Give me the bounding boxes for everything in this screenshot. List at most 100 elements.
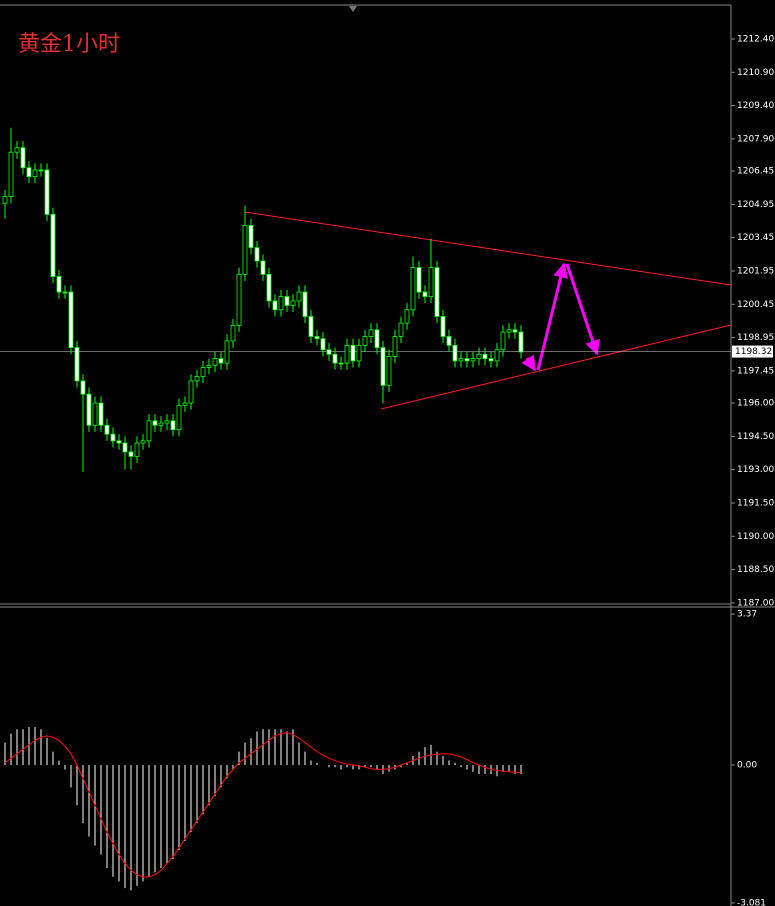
candle-body [86,393,92,426]
candle-body [404,309,410,324]
candle-body [506,329,512,333]
candle-body [200,367,206,377]
candle-body [290,300,296,306]
candle-body [422,291,428,297]
candle-body [320,338,326,351]
candle-body [32,169,38,178]
arrow [521,354,537,372]
candle-body [476,353,482,360]
candle-body [182,402,188,406]
candle-body [212,358,218,366]
candle-body [80,380,86,395]
candle-body [470,358,476,362]
candle-body [452,344,458,362]
y-tick-label: 1200.45 [737,300,774,310]
candle-body [374,329,380,348]
candle-body [242,225,248,275]
candle-body [386,356,392,386]
candle-body [368,329,374,337]
candle-body [8,151,14,198]
candle-body [278,296,284,311]
y-tick-label: 1188.50 [737,565,774,575]
candle-body [122,442,128,453]
y-tick-label: 1198.95 [737,333,774,343]
candle-body [440,316,446,337]
candle-body [164,420,170,424]
candle-body [428,267,434,297]
candle-body [158,422,164,426]
candle-body [296,291,302,302]
candle-body [272,300,278,311]
candle-body [362,336,368,346]
price-label: 1198.32 [735,347,772,357]
y-tick-label: 1191.50 [737,498,774,508]
candle-body [74,347,80,382]
candle-body [56,276,62,293]
candle-body [20,147,26,169]
candle-body [176,404,182,431]
candle-body [458,358,464,362]
candle-body [446,336,452,346]
candle-body [314,336,320,340]
candle-body [128,451,134,457]
candle-body [146,420,152,442]
candle-body [62,291,68,294]
candle-body [98,402,104,426]
candle-body [248,225,254,249]
candle-body [332,353,338,364]
candle-body [26,167,32,178]
candle-body [260,260,266,275]
arrow [565,263,600,356]
y-tick-label: 1190.00 [737,532,774,542]
candle-body [410,267,416,311]
candle-body [188,380,194,404]
y-tick-label: 1193.00 [737,465,774,475]
y-tick-label: 3.37 [737,610,757,620]
candle-body [140,440,146,444]
candle-body [284,296,290,306]
candle-body [344,344,350,364]
candle-body [218,358,224,364]
candle-body [338,362,344,365]
candle-body [44,169,50,215]
y-tick-label: 0.00 [737,761,757,771]
candle-body [206,364,212,368]
candle-body [500,331,506,351]
trend-line [244,211,732,286]
y-tick-label: 1206.45 [737,167,774,177]
y-tick-label: 1212.40 [737,34,774,44]
y-tick-label: -3.081 [737,898,766,906]
scroll-marker [349,6,357,12]
candle-body [518,331,524,353]
candle-body [170,420,176,431]
candle-body [416,267,422,293]
candle-body [488,358,494,362]
arrow [536,262,569,371]
candle-body [50,213,56,277]
candle-body [350,344,356,362]
candle-body [152,420,158,426]
candle-body [194,376,200,382]
candle-body [482,353,488,360]
y-tick-label: 1207.90 [737,134,774,144]
candle-body [110,433,116,442]
candle-body [308,316,314,337]
chart-title: 黄金1小时 [18,32,120,57]
candle-body [512,329,518,333]
candle-body [302,291,308,317]
candle-body [398,322,404,337]
signal-line [4,732,522,878]
y-tick-label: 1187.00 [737,598,774,608]
candle-body [464,358,470,362]
candle-body [254,247,260,262]
candle-body [230,324,236,342]
candle-body [356,344,362,362]
candle-body [38,169,44,172]
trend-line [380,324,732,410]
candle-body [380,347,386,386]
candle-body [134,442,140,457]
y-tick-label: 1197.45 [737,366,774,376]
